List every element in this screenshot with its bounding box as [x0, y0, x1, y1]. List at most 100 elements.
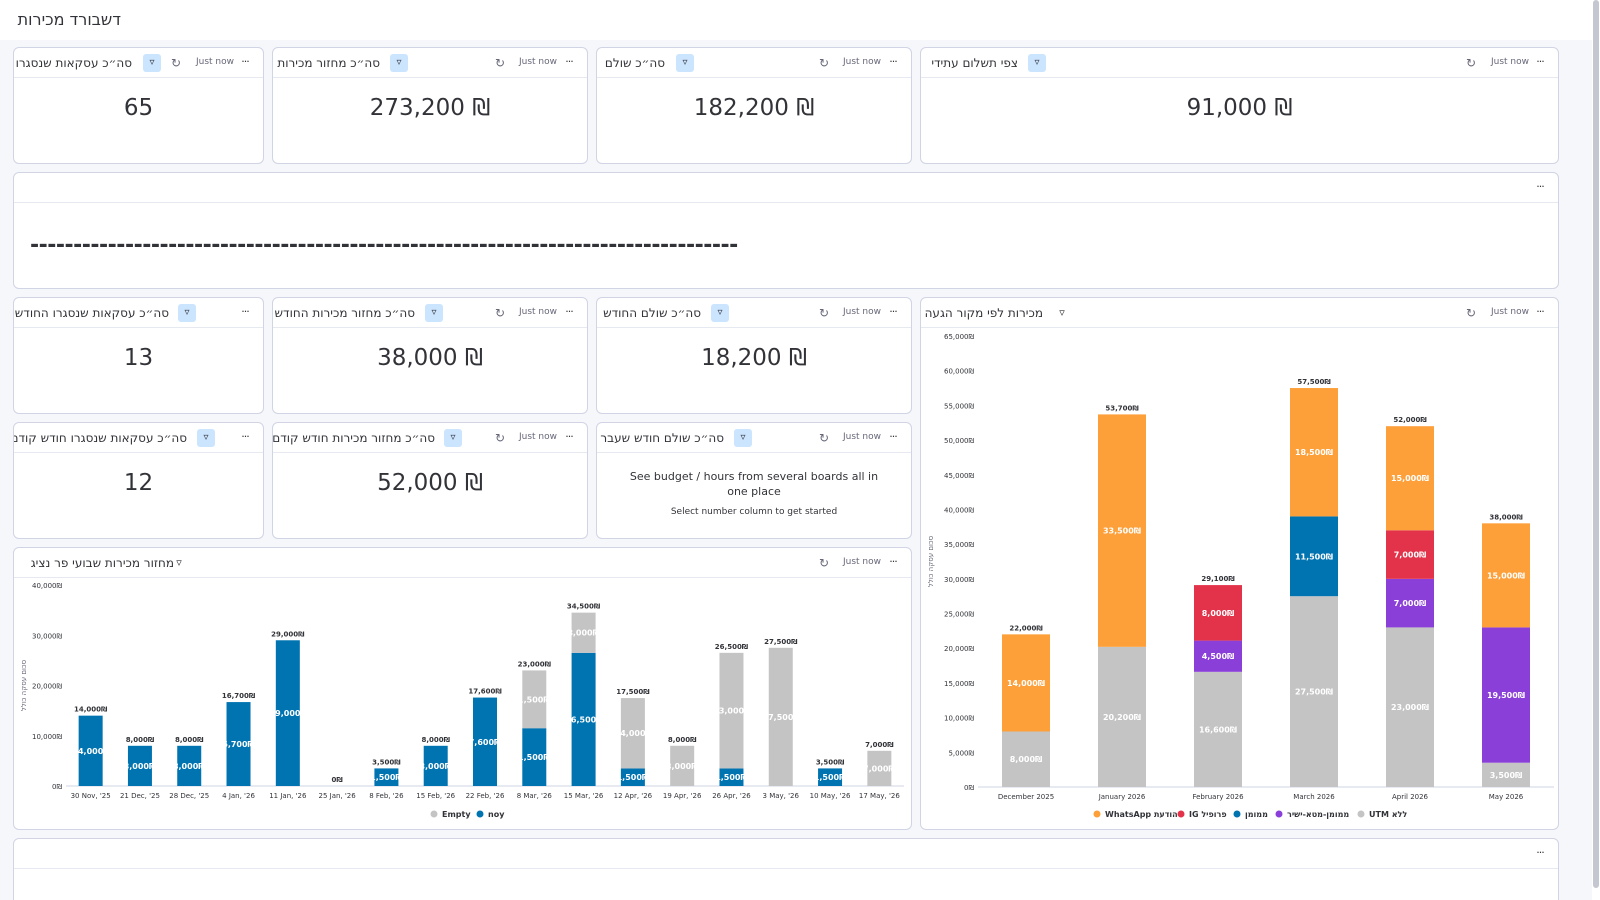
filter-icon[interactable]: ▿	[143, 54, 161, 72]
filter-icon[interactable]: ▿	[1059, 306, 1065, 319]
legend-label: IG פרופיל	[1189, 810, 1227, 819]
y-tick-label: 20,000₪	[32, 683, 62, 691]
bar-segment	[1002, 731, 1050, 787]
more-icon[interactable]: ···	[241, 305, 250, 318]
card-header: סה״כ שולם ▿ ↻ Just now ···	[597, 48, 911, 78]
kpi-value: 273,200 ₪	[369, 95, 491, 121]
bar-segment	[78, 715, 103, 786]
weekly-sales-chart: 0₪ 10,000₪ 20,000₪ 30,000₪ 40,000₪ סכום עסקה …	[20, 582, 904, 819]
segment-label: 7,000₪	[1394, 599, 1427, 608]
card-title: מחזור מכירות שבועי פר נציג	[30, 556, 174, 570]
more-icon[interactable]: ···	[1536, 55, 1545, 68]
y-tick-label: 30,000₪	[32, 632, 62, 640]
more-icon[interactable]: ···	[565, 55, 574, 68]
bar-segment	[226, 702, 251, 786]
filter-icon[interactable]: ▿	[197, 429, 215, 447]
more-icon[interactable]: ···	[565, 430, 574, 443]
bar-segment	[423, 745, 448, 786]
card-header: סה״כ עסקאות שנסגרו ▿ ↻ Just now ···	[14, 48, 263, 78]
bar-segment	[1386, 426, 1434, 531]
more-icon[interactable]: ···	[1536, 846, 1545, 859]
filter-icon[interactable]: ▿	[1028, 54, 1046, 72]
bar-segment	[620, 768, 645, 786]
refresh-icon[interactable]: ↻	[494, 431, 506, 445]
x-tick-label: 8 Mar, '26	[517, 792, 553, 800]
filter-icon[interactable]: ▿	[390, 54, 408, 72]
bar-segment	[719, 652, 744, 769]
more-icon[interactable]: ···	[889, 305, 898, 318]
bar-total-label: 23,000₪	[518, 660, 552, 668]
x-tick-label: 11 Jan, '26	[269, 792, 307, 800]
filter-icon[interactable]: ▿	[425, 304, 443, 322]
card-title: סה״כ מחזור מכירות החודש	[274, 306, 415, 320]
card-title: סה״כ שולם	[604, 56, 665, 70]
legend-label: UTM ללא	[1369, 810, 1407, 819]
refresh-icon[interactable]: ↻	[818, 431, 830, 445]
card-header: ···	[14, 839, 1558, 869]
segment-label: 1,500₪	[715, 773, 748, 782]
bar-segment	[1098, 646, 1146, 787]
last-updated: Just now	[843, 307, 882, 317]
filter-icon[interactable]: ▿	[176, 556, 182, 569]
refresh-icon[interactable]: ↻	[1465, 56, 1477, 70]
refresh-icon[interactable]: ↻	[818, 556, 830, 570]
segment-label: 33,500₪	[1103, 527, 1141, 536]
segment-label: 6,500	[571, 715, 597, 724]
filter-icon[interactable]: ▿	[711, 304, 729, 322]
kpi-card-total-paid: סה״כ שולם ▿ ↻ Just now ··· 182,200 ₪	[596, 47, 912, 164]
more-icon[interactable]: ···	[241, 430, 250, 443]
x-tick-label: 15 Mar, '26	[564, 792, 604, 800]
bar-total-label: 17,600₪	[468, 688, 502, 696]
bar-total-label: 57,500₪	[1297, 378, 1331, 386]
more-icon[interactable]: ···	[565, 305, 574, 318]
more-icon[interactable]: ···	[1536, 180, 1545, 193]
y-tick-label: 60,000₪	[944, 368, 974, 376]
bar-segment	[1386, 627, 1434, 787]
segment-label: 8,000₪	[666, 762, 699, 771]
x-tick-label: 4 Jan, '26	[222, 792, 255, 800]
x-tick-label: 3 May, '26	[763, 792, 800, 800]
bar-total-label: 29,100₪	[1201, 575, 1235, 583]
card-header: סה״כ שולם חודש שעבר ▿ ↻ Just now ···	[597, 423, 911, 453]
y-tick-label: 50,000₪	[944, 437, 974, 445]
scrollbar-thumb[interactable]	[1593, 0, 1599, 888]
x-tick-label: January 2026	[1098, 793, 1146, 801]
refresh-icon[interactable]: ↻	[494, 56, 506, 70]
filter-icon[interactable]: ▿	[734, 429, 752, 447]
refresh-icon[interactable]: ↻	[494, 306, 506, 320]
segment-label: 11,500₪	[1295, 552, 1333, 561]
refresh-icon[interactable]: ↻	[818, 306, 830, 320]
filter-icon[interactable]: ▿	[178, 304, 196, 322]
sales-by-source-chart: 0₪ 5,000₪ 10,000₪ 15,000₪ 20,000₪ 25,000₪ 30,0…	[927, 333, 1554, 819]
x-tick-label: December 2025	[998, 793, 1054, 801]
bar-total-label: 53,700₪	[1105, 404, 1139, 412]
refresh-icon[interactable]: ↻	[818, 56, 830, 70]
y-tick-label: 55,000₪	[944, 402, 974, 410]
card-title: סה״כ עסקאות שנסגרו החודש	[14, 306, 169, 320]
card-title: סה״כ מחזור מכירות	[277, 56, 380, 70]
more-icon[interactable]: ···	[889, 55, 898, 68]
y-tick-label: 10,000₪	[32, 733, 62, 741]
last-updated: Just now	[843, 57, 882, 67]
refresh-icon[interactable]: ↻	[1465, 306, 1477, 320]
kpi-card-deals-this-month: סה״כ עסקאות שנסגרו החודש ▿ ··· 13	[13, 297, 264, 414]
bar-segment	[177, 745, 202, 786]
x-tick-label: March 2026	[1293, 793, 1335, 801]
segment-label: 23,000₪	[1391, 703, 1429, 712]
y-tick-label: 15,000₪	[944, 680, 974, 688]
scrollbar[interactable]	[1592, 0, 1600, 900]
more-icon[interactable]: ···	[1536, 305, 1545, 318]
kpi-card-paid-prev-month: סה״כ שולם חודש שעבר ▿ ↻ Just now ··· See…	[596, 422, 912, 539]
empty-state-hint[interactable]: Select number column to get started	[670, 507, 838, 517]
more-icon[interactable]: ···	[889, 430, 898, 443]
filter-icon[interactable]: ▿	[676, 54, 694, 72]
segment-label: 27,500₪	[1295, 688, 1333, 697]
refresh-icon[interactable]: ↻	[170, 56, 182, 70]
bar-total-label: 52,000₪	[1393, 416, 1427, 424]
y-tick-label: 45,000₪	[944, 472, 974, 480]
bar-segment	[1386, 578, 1434, 628]
last-updated: Just now	[843, 432, 882, 442]
filter-icon[interactable]: ▿	[444, 429, 462, 447]
more-icon[interactable]: ···	[889, 555, 898, 568]
more-icon[interactable]: ···	[241, 55, 250, 68]
